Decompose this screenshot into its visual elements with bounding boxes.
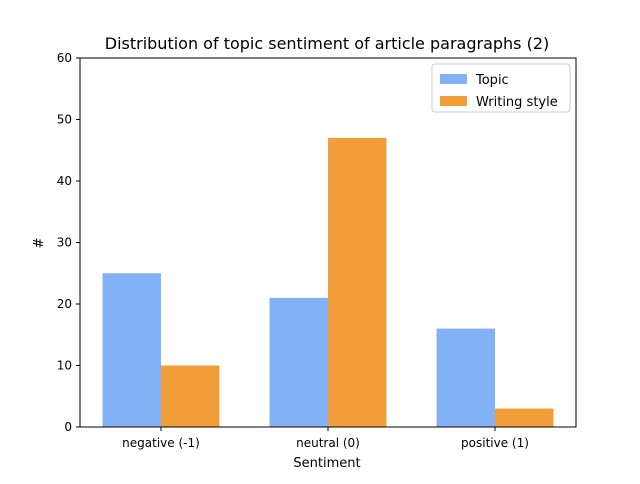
y-tick-label: 10 [57, 359, 72, 373]
y-tick-label: 0 [64, 420, 72, 434]
y-tick-label: 60 [57, 51, 72, 65]
y-tick-label: 30 [57, 236, 72, 250]
chart-title: Distribution of topic sentiment of artic… [105, 34, 550, 53]
x-tick-label: positive (1) [461, 436, 529, 450]
bar-topic-1 [269, 297, 328, 427]
y-tick-label: 50 [57, 113, 72, 127]
legend-label: Topic [475, 73, 509, 88]
legend-label: Writing style [476, 95, 558, 110]
legend-swatch [440, 74, 467, 84]
bar-topic-2 [436, 328, 496, 427]
bar-topic-0 [102, 273, 161, 427]
bar-writing-style-0 [160, 365, 220, 427]
axes-layer: 0 10 20 30 40 50 60 negative (-1) neutral (0) pos… [57, 51, 577, 450]
bar-writing-style-2 [495, 408, 554, 427]
y-tick-label: 40 [57, 174, 72, 188]
bars-layer [102, 137, 554, 427]
y-axis-label: # [32, 238, 47, 249]
x-tick-label: neutral (0) [296, 436, 360, 450]
x-tick-label: negative (-1) [122, 436, 200, 450]
legend-swatch [440, 96, 467, 106]
x-axis-label: Sentiment [293, 456, 360, 471]
legend: Topic Writing style [431, 63, 571, 113]
bar-writing-style-1 [328, 137, 387, 427]
y-tick-label: 20 [57, 297, 72, 311]
